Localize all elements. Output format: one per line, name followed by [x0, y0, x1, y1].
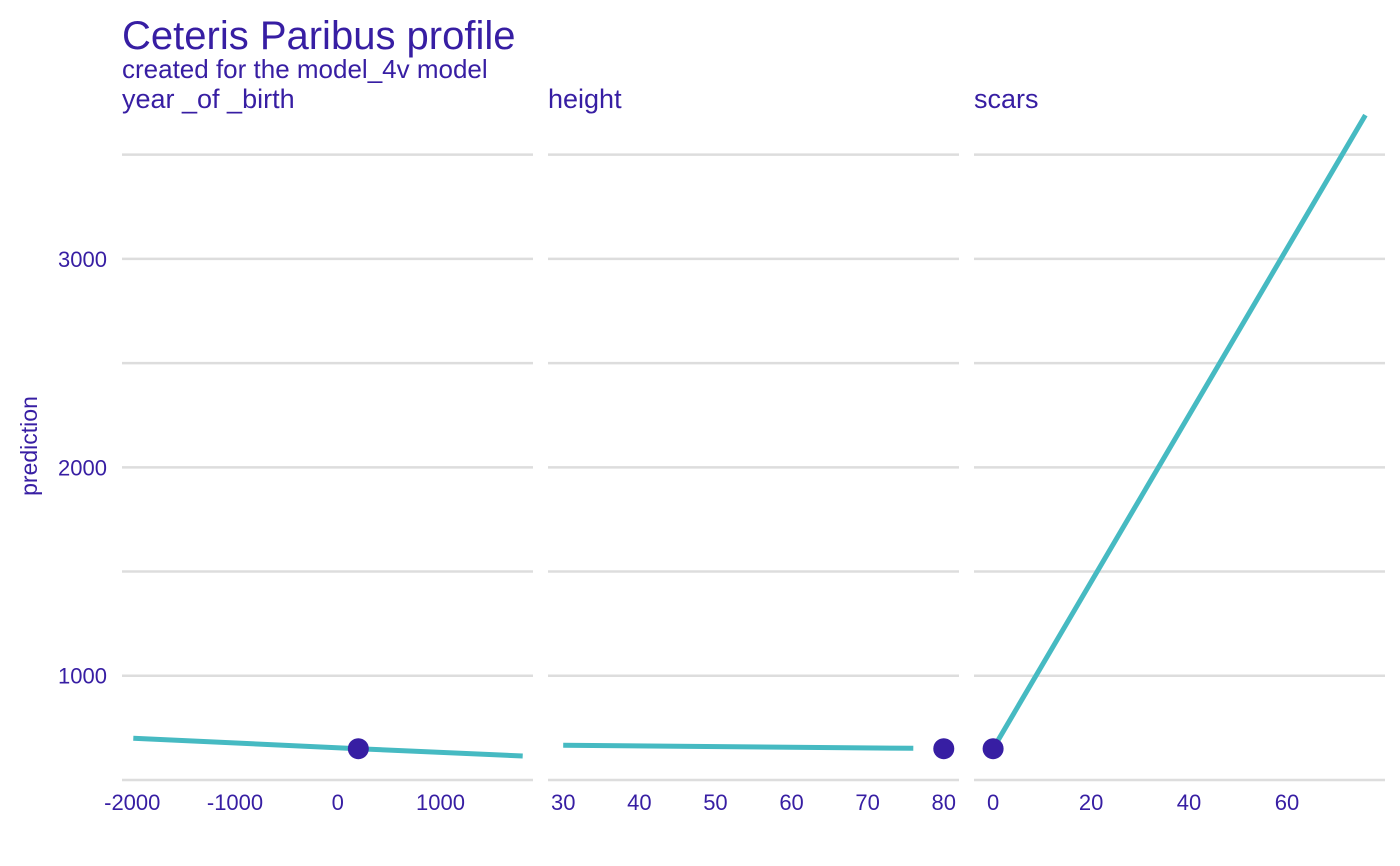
x-tick-label: 60 [1275, 790, 1299, 815]
y-tick-label: 2000 [58, 455, 107, 480]
x-tick-label: 80 [932, 790, 956, 815]
observation-point-year-of-birth [347, 738, 369, 760]
panel-label-height: height [548, 84, 622, 114]
x-tick-label: -1000 [207, 790, 263, 815]
observation-point-scars [982, 738, 1004, 760]
chart-subtitle: created for the model_4v model [122, 54, 488, 84]
observation-point-height [933, 738, 955, 760]
x-tick-label: 40 [627, 790, 651, 815]
x-tick-label: 0 [332, 790, 344, 815]
x-tick-label: 70 [855, 790, 879, 815]
y-axis-label: prediction [16, 396, 42, 496]
panel-label-year-of-birth: year _of _birth [122, 84, 295, 114]
x-tick-label: -2000 [104, 790, 160, 815]
profile-line-scars [990, 113, 1368, 750]
profile-line-year-of-birth [133, 735, 523, 759]
y-tick-label: 1000 [58, 664, 107, 689]
x-tick-label: 60 [779, 790, 803, 815]
x-tick-label: 50 [703, 790, 727, 815]
chart-title: Ceteris Paribus profile [122, 14, 516, 58]
panel-label-scars: scars [974, 84, 1039, 114]
x-tick-label: 30 [551, 790, 575, 815]
profile-line-height [563, 742, 914, 751]
x-tick-label: 1000 [416, 790, 465, 815]
x-tick-label: 40 [1177, 790, 1201, 815]
x-tick-label: 20 [1079, 790, 1103, 815]
y-tick-label: 3000 [58, 247, 107, 272]
x-tick-label: 0 [987, 790, 999, 815]
